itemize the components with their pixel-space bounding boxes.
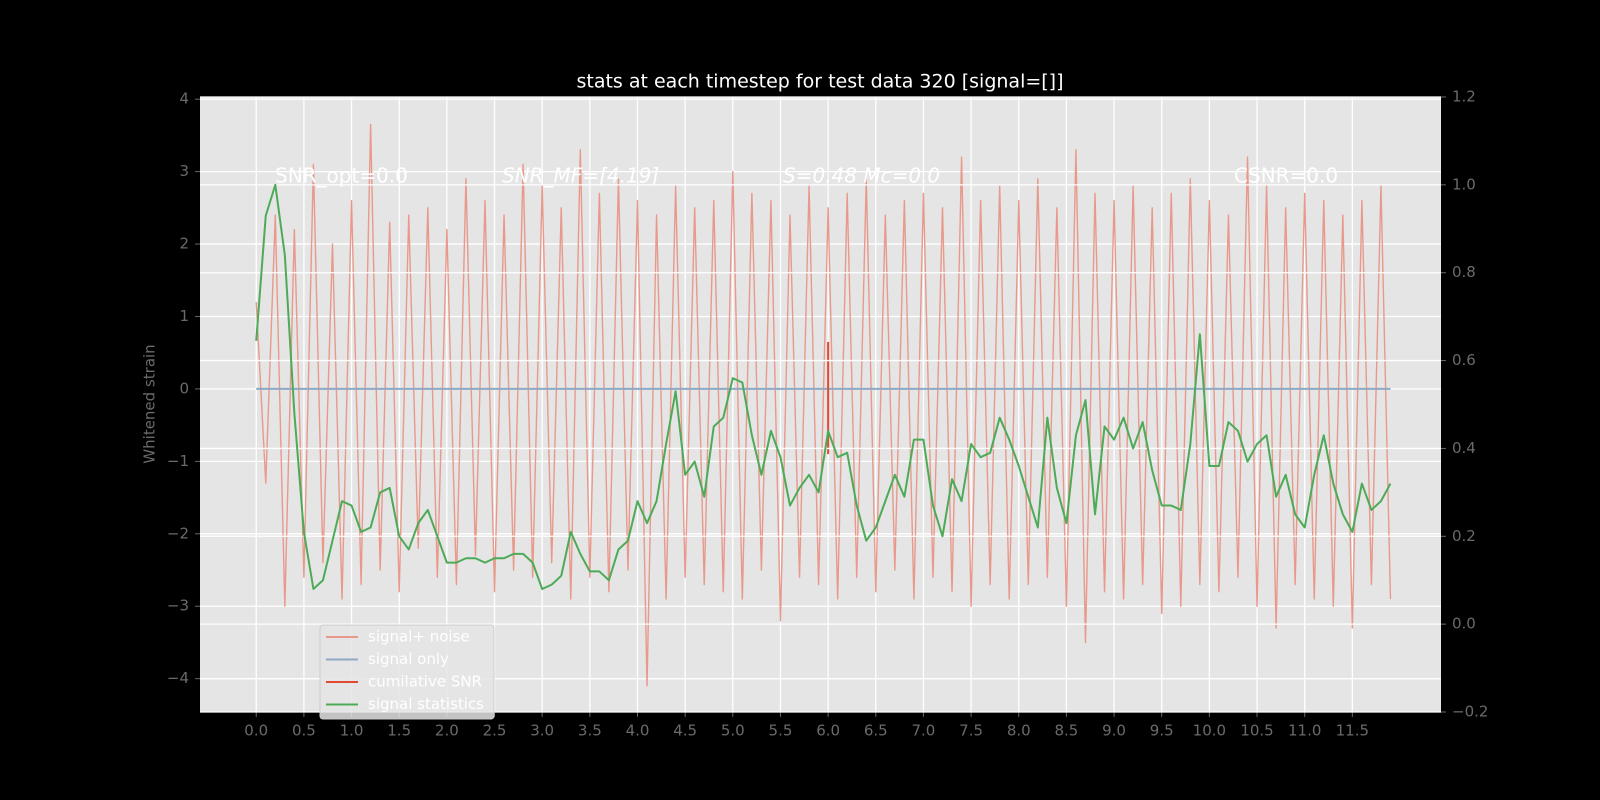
x-tick-label: 2.5 — [483, 722, 507, 740]
y-tick-label: −2 — [167, 524, 189, 542]
annotation: SNR_opt=0.0 — [275, 164, 408, 188]
legend-label: cumilative SNR — [368, 673, 482, 691]
y-axis-label: Whitened strain — [141, 344, 159, 463]
legend-box — [319, 624, 495, 720]
x-tick-label: 6.5 — [864, 722, 888, 740]
annotation: SNR_MF=[4.19] — [502, 164, 659, 188]
y2-tick-label: 1.0 — [1452, 175, 1476, 193]
x-tick-label: 5.5 — [769, 722, 793, 740]
x-tick-label: 4.5 — [673, 722, 697, 740]
annotation: S=0.48 Mc=0.0 — [783, 164, 940, 188]
y2-tick-label: 0.6 — [1452, 351, 1476, 369]
x-tick-label: 1.5 — [387, 722, 411, 740]
x-tick-label: 10.0 — [1193, 722, 1226, 740]
legend-label: signal+ noise — [368, 628, 470, 646]
x-tick-label: 11.0 — [1288, 722, 1321, 740]
y2-tick-label: 0.2 — [1452, 527, 1476, 545]
y-tick-label: −3 — [167, 597, 189, 615]
y-tick-label: −1 — [167, 452, 189, 470]
x-tick-label: 8.0 — [1007, 722, 1031, 740]
x-tick-label: 0.0 — [244, 722, 268, 740]
legend-label: signal only — [368, 650, 449, 668]
annotation: CSNR=0.0 — [1234, 164, 1338, 188]
y-tick-label: −4 — [167, 669, 189, 687]
series-line — [255, 123, 1392, 687]
x-tick-label: 5.0 — [721, 722, 745, 740]
x-tick-label: 6.0 — [816, 722, 840, 740]
y2-tick-label: −0.2 — [1452, 703, 1488, 721]
under-layer — [195, 97, 1441, 717]
x-tick-label: 7.5 — [959, 722, 983, 740]
x-tick-label: 9.0 — [1102, 722, 1126, 740]
y-tick-label: 1 — [179, 307, 189, 325]
x-tick-label: 7.0 — [912, 722, 936, 740]
x-tick-label: 11.5 — [1336, 722, 1369, 740]
x-tick-label: 3.5 — [578, 722, 602, 740]
x-tick-label: 10.5 — [1240, 722, 1273, 740]
axes-background — [200, 97, 1441, 712]
y2-tick-label: 0.4 — [1452, 439, 1476, 457]
series-line — [255, 183, 1392, 590]
y2-tick-label: 0.8 — [1452, 263, 1476, 281]
x-tick-label: 2.0 — [435, 722, 459, 740]
y-tick-label: 2 — [179, 235, 189, 253]
y-tick-label: 3 — [179, 162, 189, 180]
x-tick-label: 4.0 — [626, 722, 650, 740]
x-tick-label: 1.0 — [340, 722, 364, 740]
y-tick-label: 0 — [179, 379, 189, 397]
x-tick-label: 9.5 — [1150, 722, 1174, 740]
y2-tick-label: 0.0 — [1452, 615, 1476, 633]
chart-title: stats at each timestep for test data 320… — [576, 71, 1063, 93]
y-tick-label: 4 — [179, 90, 189, 108]
legend-label: signal statistics — [368, 695, 484, 713]
x-tick-label: 3.0 — [530, 722, 554, 740]
x-tick-label: 0.5 — [292, 722, 316, 740]
x-tick-label: 8.5 — [1054, 722, 1078, 740]
y2-tick-label: 1.2 — [1452, 88, 1476, 106]
